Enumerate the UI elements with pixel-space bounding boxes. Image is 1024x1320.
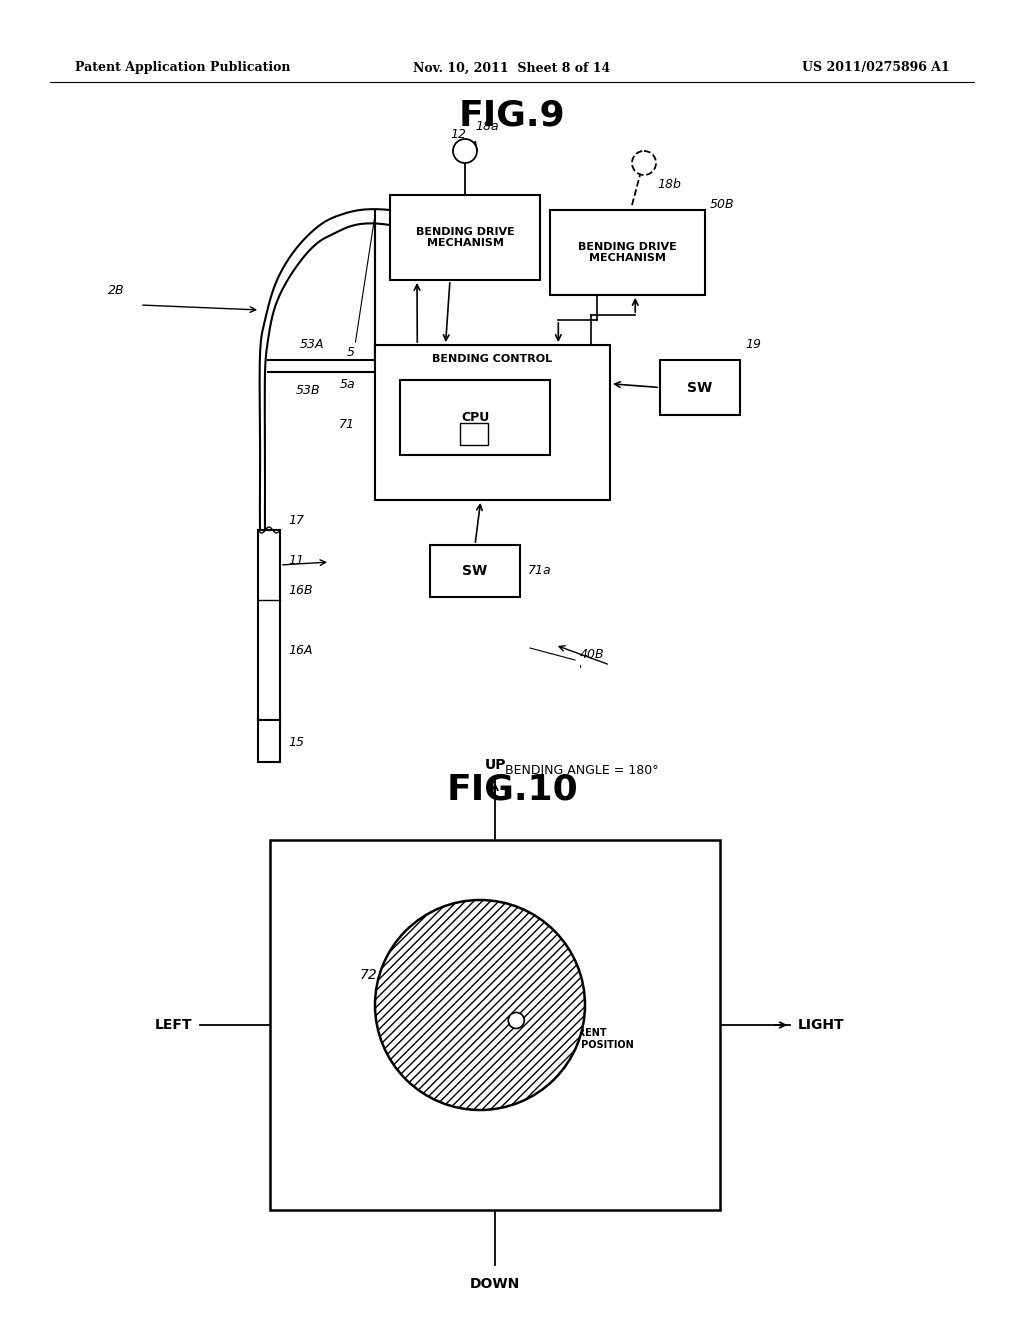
FancyBboxPatch shape — [430, 545, 520, 597]
Text: 73: 73 — [525, 958, 543, 972]
FancyBboxPatch shape — [270, 840, 720, 1210]
Text: LIGHT: LIGHT — [798, 1018, 845, 1032]
Text: 5: 5 — [347, 346, 355, 359]
Text: 50B: 50B — [710, 198, 734, 211]
Text: FIG.9: FIG.9 — [459, 98, 565, 132]
FancyBboxPatch shape — [660, 360, 740, 414]
Text: 71: 71 — [339, 418, 355, 432]
Text: 5a: 5a — [339, 379, 355, 392]
Text: FIG.10: FIG.10 — [446, 774, 578, 807]
Circle shape — [632, 150, 656, 176]
Text: UP: UP — [484, 758, 506, 772]
Text: 15: 15 — [288, 735, 304, 748]
Text: 2B: 2B — [108, 284, 125, 297]
Text: 40B: 40B — [580, 648, 604, 661]
Text: 18b: 18b — [657, 178, 681, 191]
Text: 17: 17 — [288, 513, 304, 527]
Text: SW: SW — [687, 380, 713, 395]
FancyBboxPatch shape — [258, 719, 280, 762]
Text: Patent Application Publication: Patent Application Publication — [75, 62, 291, 74]
Text: BENDING ANGLE = 180°: BENDING ANGLE = 180° — [505, 764, 658, 777]
Text: 12: 12 — [450, 128, 466, 141]
Text: 53A: 53A — [300, 338, 325, 351]
Text: 71a: 71a — [528, 565, 552, 578]
Text: CURRENT
BENDING POSITION: CURRENT BENDING POSITION — [528, 1028, 634, 1051]
Text: BENDING CONTROL: BENDING CONTROL — [432, 354, 553, 364]
FancyBboxPatch shape — [460, 422, 488, 445]
Text: DOWN: DOWN — [470, 1276, 520, 1291]
Text: LEFT: LEFT — [155, 1018, 193, 1032]
Text: SW: SW — [463, 564, 487, 578]
FancyBboxPatch shape — [400, 380, 550, 455]
Text: 16A: 16A — [288, 644, 312, 656]
Circle shape — [453, 139, 477, 162]
Text: CPU: CPU — [461, 411, 489, 424]
Text: 18a: 18a — [475, 120, 499, 133]
Text: Nov. 10, 2011  Sheet 8 of 14: Nov. 10, 2011 Sheet 8 of 14 — [414, 62, 610, 74]
FancyBboxPatch shape — [375, 345, 610, 500]
Text: BENDING DRIVE
MECHANISM: BENDING DRIVE MECHANISM — [579, 242, 677, 263]
Text: 53B: 53B — [296, 384, 321, 396]
Circle shape — [375, 900, 585, 1110]
Text: 50A: 50A — [455, 140, 479, 153]
Text: US 2011/0275896 A1: US 2011/0275896 A1 — [802, 62, 950, 74]
Text: 11: 11 — [288, 553, 304, 566]
FancyBboxPatch shape — [550, 210, 705, 294]
Text: 19: 19 — [745, 338, 761, 351]
Text: 72: 72 — [360, 968, 378, 982]
Text: BENDING DRIVE
MECHANISM: BENDING DRIVE MECHANISM — [416, 227, 514, 248]
FancyBboxPatch shape — [390, 195, 540, 280]
Circle shape — [508, 1012, 524, 1028]
Text: 16B: 16B — [288, 583, 312, 597]
